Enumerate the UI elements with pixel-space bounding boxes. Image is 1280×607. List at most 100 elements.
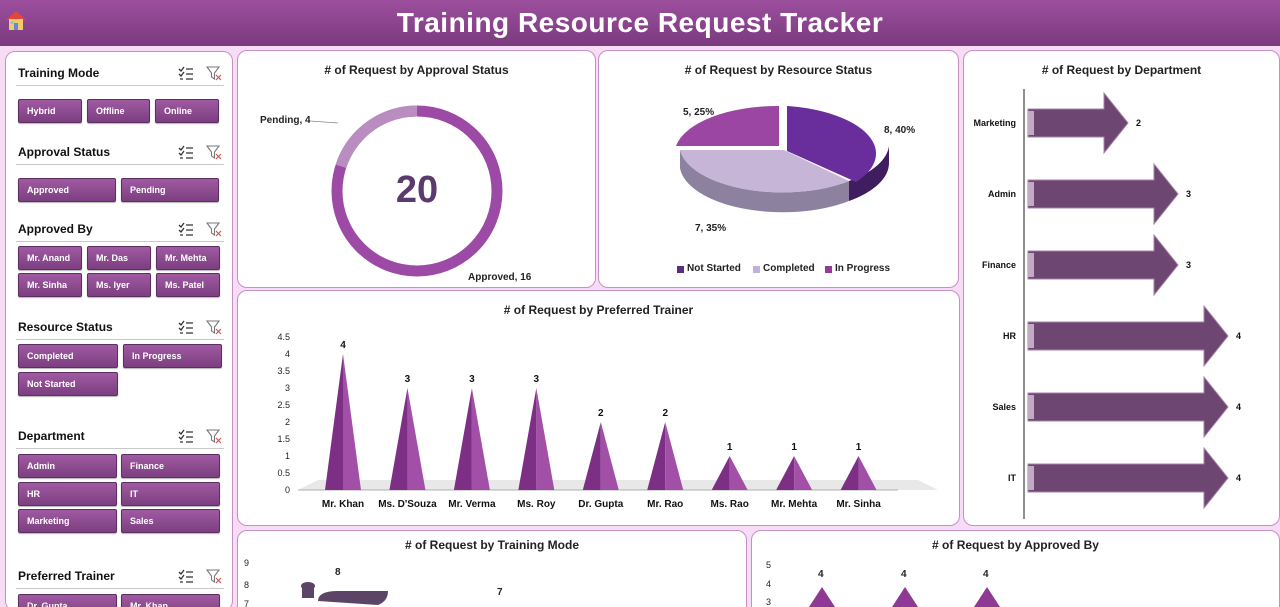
y-tick: 4 — [766, 579, 772, 589]
slicer-item-completed[interactable]: Completed — [18, 344, 118, 368]
multi-select-icon[interactable] — [178, 319, 194, 335]
cone-bar — [325, 354, 343, 490]
data-label: 8 — [335, 567, 341, 578]
category-label: Finance — [982, 260, 1016, 270]
y-tick-label: 1 — [285, 451, 290, 461]
x-tick-label: Ms. Rao — [710, 499, 748, 510]
slicer-title: Approval Status — [18, 145, 111, 159]
multi-select-icon[interactable] — [178, 568, 194, 584]
slicer-item-mr-mehta[interactable]: Mr. Mehta — [156, 246, 220, 270]
data-label: 3 — [405, 374, 411, 385]
approved-by-chart — [809, 587, 1000, 607]
arrow-bar — [1027, 91, 1129, 155]
arrow-bar-tail — [1028, 395, 1034, 419]
cone-bar-shade — [665, 422, 684, 490]
slicer-item-mr-sinha[interactable]: Mr. Sinha — [18, 273, 82, 297]
x-tick-label: Ms. Roy — [517, 499, 556, 510]
data-label: 4 — [1236, 331, 1241, 341]
multi-select-icon[interactable] — [178, 144, 194, 160]
y-tick-label: 4 — [285, 349, 290, 359]
arrow-bar — [1027, 233, 1179, 297]
slicer-item-finance[interactable]: Finance — [121, 454, 220, 478]
slicer-item-pending[interactable]: Pending — [121, 178, 219, 202]
slicer-title: Training Mode — [18, 66, 100, 80]
home-icon[interactable] — [4, 8, 28, 32]
slicer-title: Preferred Trainer — [18, 569, 115, 583]
clear-filter-icon[interactable] — [206, 319, 222, 335]
slicer-item-mr-khan[interactable]: Mr. Khan — [121, 594, 220, 607]
data-label: 4 — [818, 569, 824, 580]
cone-bar — [840, 456, 859, 490]
pie-slice-in-progress — [676, 105, 779, 146]
multi-select-icon[interactable] — [178, 428, 194, 444]
slicer-item-ms-iyer[interactable]: Ms. Iyer — [87, 273, 151, 297]
slicer-item-dr-gupta[interactable]: Dr. Gupta — [18, 594, 117, 607]
clear-filter-icon[interactable] — [206, 144, 222, 160]
clear-filter-icon[interactable] — [206, 568, 222, 584]
clear-filter-icon[interactable] — [206, 65, 222, 81]
data-label: 2 — [598, 408, 604, 419]
bar-top — [974, 587, 1000, 607]
slicer-item-mr-anand[interactable]: Mr. Anand — [18, 246, 82, 270]
chart-approved-by: # of Request by Approved By 5 4 3 4 4 4 — [751, 530, 1280, 607]
cone-bar-shade — [858, 456, 877, 490]
clear-filter-icon[interactable] — [206, 428, 222, 444]
x-tick-label: Mr. Rao — [647, 499, 683, 510]
slicer-training-mode: Training Mode Hybrid Offline Online — [16, 60, 224, 123]
multi-select-icon[interactable] — [178, 65, 194, 81]
cone-bar — [776, 456, 795, 490]
cone-bar-shade — [600, 422, 619, 490]
slicer-item-online[interactable]: Online — [155, 99, 219, 123]
category-label: HR — [1003, 331, 1016, 341]
slicer-item-admin[interactable]: Admin — [18, 454, 117, 478]
chart-title: # of Request by Approved By — [932, 538, 1099, 552]
data-label: 2 — [1136, 118, 1141, 128]
data-label: 4 — [340, 340, 346, 351]
slicer-panel: Training Mode Hybrid Offline Online Appr… — [5, 51, 233, 607]
cone-bar — [518, 388, 537, 490]
slicer-item-mr-das[interactable]: Mr. Das — [87, 246, 151, 270]
slicer-item-sales[interactable]: Sales — [121, 509, 220, 533]
cone-bar — [389, 388, 408, 490]
slicer-item-hybrid[interactable]: Hybrid — [18, 99, 82, 123]
slicer-item-marketing[interactable]: Marketing — [18, 509, 117, 533]
y-tick-label: 1.5 — [277, 434, 290, 444]
cone-bar — [711, 456, 730, 490]
y-tick-label: 2 — [285, 417, 290, 427]
slicer-resource-status: Resource Status Completed In Progress No… — [16, 314, 224, 396]
multi-select-icon[interactable] — [178, 221, 194, 237]
arrow-bar-tail — [1028, 182, 1034, 206]
x-tick-label: Mr. Khan — [322, 499, 364, 510]
slicer-item-not-started[interactable]: Not Started — [18, 372, 118, 396]
data-label: 3 — [1186, 189, 1191, 199]
chart-title: # of Request by Resource Status — [684, 63, 873, 77]
slicer-item-ms-patel[interactable]: Ms. Patel — [156, 273, 220, 297]
cone-bar-shade — [536, 388, 555, 490]
slicer-item-in-progress[interactable]: In Progress — [123, 344, 222, 368]
data-label: 1 — [856, 442, 862, 453]
slicer-item-offline[interactable]: Offline — [87, 99, 150, 123]
pie-slice-not-started — [787, 106, 877, 182]
data-label: 7 — [497, 587, 503, 598]
pie-slice-completed — [680, 150, 849, 193]
data-label: 4 — [1236, 473, 1241, 483]
data-label: 2 — [662, 408, 668, 419]
y-tick: 7 — [244, 599, 250, 607]
y-tick: 8 — [244, 580, 250, 590]
chart-resource-status: # of Request by Resource Status 8, 40% 7… — [598, 50, 959, 288]
y-tick: 9 — [244, 558, 250, 568]
slicer-item-it[interactable]: IT — [121, 482, 220, 506]
y-tick-label: 3.5 — [277, 366, 290, 376]
y-tick: 5 — [766, 560, 772, 570]
y-tick: 3 — [766, 597, 772, 607]
category-label: Marketing — [973, 118, 1016, 128]
arrow-bar-tail — [1028, 324, 1034, 348]
chart-approval-status: # of Request by Approval Status 20 Pendi… — [237, 50, 596, 288]
slicer-title: Resource Status — [18, 320, 113, 334]
clear-filter-icon[interactable] — [206, 221, 222, 237]
data-label: 1 — [727, 442, 733, 453]
data-label: 3 — [469, 374, 475, 385]
slicer-approval-status: Approval Status Approved Pending — [16, 139, 224, 202]
slicer-item-hr[interactable]: HR — [18, 482, 117, 506]
slicer-item-approved[interactable]: Approved — [18, 178, 116, 202]
